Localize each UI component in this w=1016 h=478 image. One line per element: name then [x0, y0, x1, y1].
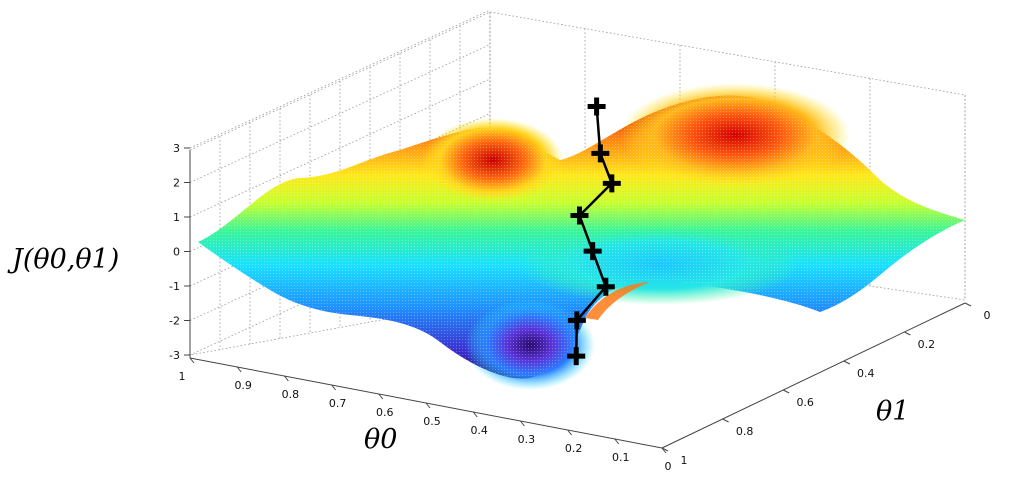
descent-step-marker [567, 347, 586, 366]
y-tick-label: 0.4 [857, 367, 875, 380]
x-tick-mark [425, 402, 431, 409]
x-tick-mark [236, 366, 242, 373]
z-tick-label: -1 [169, 280, 180, 293]
y-tick-mark [782, 389, 790, 394]
x-tick-mark [331, 384, 336, 391]
z-tick-label: 0 [173, 246, 180, 259]
y-tick-label: 0.2 [918, 338, 936, 351]
y-axis-label: θ1 [876, 396, 909, 427]
y-tick-mark [904, 331, 911, 336]
y-tick-label: 0 [984, 309, 991, 322]
y-axis-ticks: 0 0.2 0.4 0.6 0.8 1 [661, 302, 991, 467]
x-tick-mark [567, 429, 572, 436]
z-tick-label: -3 [169, 349, 180, 362]
x-tick-mark [189, 357, 195, 364]
x-tick-label: 0.1 [612, 451, 630, 464]
cost-surface [198, 83, 965, 390]
x-tick-label: 0.3 [518, 433, 536, 446]
descent-step-marker [602, 174, 621, 193]
x-tick-label: 0.5 [423, 415, 441, 428]
y-tick-mark [661, 447, 669, 452]
z-tick-label: 3 [173, 142, 180, 155]
descent-step-marker [587, 97, 606, 116]
y-tick-mark [843, 360, 851, 365]
y-tick-label: 1 [681, 454, 688, 467]
x-tick-mark [378, 393, 384, 400]
z-tick-label: 1 [173, 211, 180, 224]
descent-step-marker [570, 206, 589, 225]
x-tick-label: 0.7 [329, 397, 347, 410]
x-tick-mark [520, 420, 525, 427]
x-tick-label: 0.8 [282, 388, 300, 401]
x-tick-label: 0 [665, 460, 672, 473]
x-axis-label: θ0 [364, 424, 397, 455]
x-tick-label: 0.4 [470, 424, 488, 437]
descent-step-marker [596, 277, 615, 296]
z-tick-label: -2 [169, 315, 180, 328]
z-axis-label: J(θ0,θ1) [7, 244, 119, 275]
z-axis-ticks: 3 2 1 0 -1 -2 -3 [169, 142, 190, 362]
x-tick-label: 0.2 [565, 442, 583, 455]
y-tick-mark [964, 302, 972, 307]
x-tick-mark [284, 375, 289, 382]
descent-step-marker [583, 242, 602, 261]
x-tick-mark [614, 438, 620, 445]
x-axis-ticks: 1 0.9 0.8 0.7 0.6 0.5 0.4 0.3 0.2 0.1 0 [179, 357, 672, 473]
descent-step-marker [567, 311, 586, 330]
x-tick-label: 1 [179, 370, 186, 383]
y-tick-label: 0.6 [796, 396, 814, 409]
x-tick-label: 0.6 [376, 406, 394, 419]
x-tick-label: 0.9 [234, 379, 252, 392]
z-tick-label: 2 [173, 177, 180, 190]
x-tick-mark [472, 411, 478, 418]
gradient-descent-path [567, 97, 621, 366]
descent-step-marker [591, 144, 610, 163]
y-tick-mark [722, 418, 729, 423]
y-tick-label: 0.8 [736, 425, 754, 438]
